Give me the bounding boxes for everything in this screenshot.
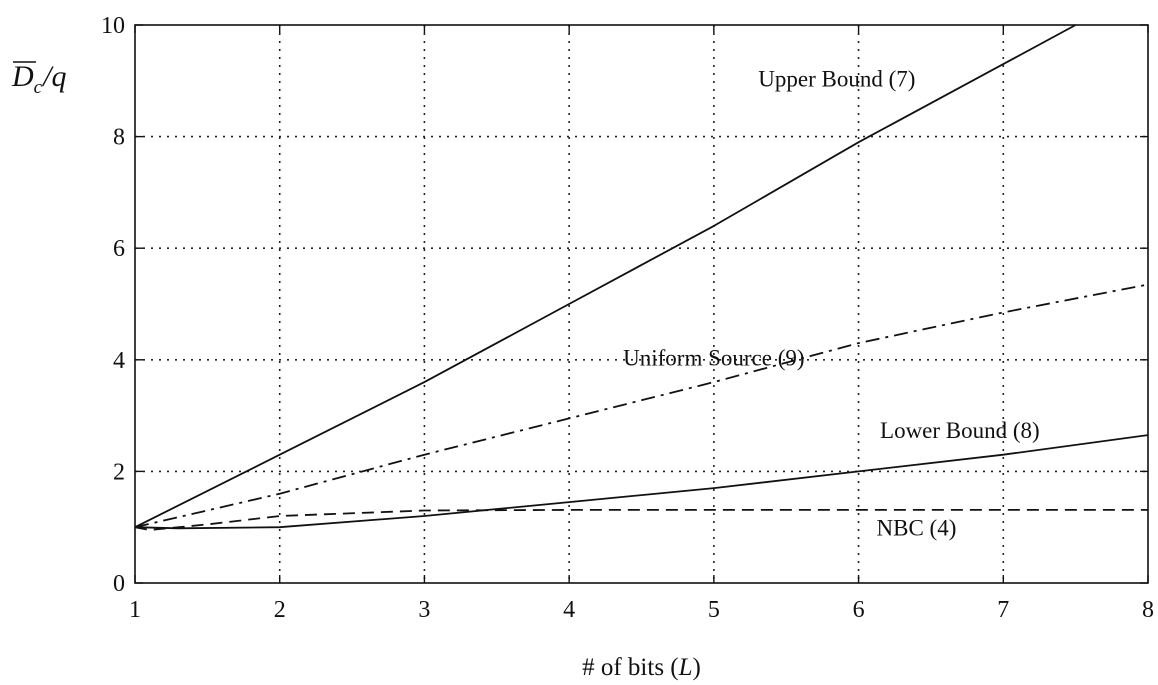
grid bbox=[135, 25, 1148, 583]
x-tick-label: 5 bbox=[708, 597, 720, 623]
x-tick-label: 4 bbox=[563, 597, 575, 623]
y-axis-label-text: Dc/q bbox=[11, 60, 66, 98]
annotations: Upper Bound (7) Uniform Source (9) Lower B… bbox=[623, 66, 1040, 540]
x-axis-label-variable: L bbox=[678, 654, 693, 681]
x-tick-labels: 1 2 3 4 5 6 7 8 bbox=[129, 597, 1154, 623]
series-annotation: Uniform Source (9) bbox=[623, 345, 804, 370]
series-lines bbox=[134, 24, 1149, 531]
y-axis-label-D: D bbox=[11, 60, 34, 93]
series-line-lower-bound-8 bbox=[134, 434, 1149, 530]
x-tick-label: 3 bbox=[418, 597, 430, 623]
y-tick-labels: 0 2 4 6 8 10 bbox=[101, 13, 125, 597]
y-axis-label-q: /q bbox=[41, 60, 66, 93]
y-tick-label: 10 bbox=[101, 13, 125, 39]
y-tick-label: 8 bbox=[113, 125, 125, 151]
series-line-upper-bound-7 bbox=[134, 24, 1077, 529]
x-tick-label: 8 bbox=[1142, 597, 1154, 623]
y-tick-label: 2 bbox=[113, 459, 125, 485]
y-tick-label: 4 bbox=[113, 348, 125, 374]
x-tick-label: 7 bbox=[997, 597, 1009, 623]
tick-marks bbox=[134, 24, 1149, 584]
y-axis-label: Dc/q bbox=[11, 60, 66, 98]
y-tick-label: 0 bbox=[113, 571, 125, 597]
series-line-uniform-source-9 bbox=[134, 283, 1149, 529]
x-tick-label: 6 bbox=[853, 597, 865, 623]
x-axis-label: # of bits (L) bbox=[582, 654, 701, 681]
x-axis-label-part: # of bits ( bbox=[582, 654, 679, 681]
series-annotation: NBC (4) bbox=[877, 516, 957, 541]
x-tick-label: 1 bbox=[129, 597, 141, 623]
y-tick-label: 6 bbox=[113, 236, 125, 262]
series-annotation: Lower Bound (8) bbox=[880, 418, 1040, 443]
x-tick-label: 2 bbox=[274, 597, 286, 623]
y-axis-label-subscript: c bbox=[34, 77, 43, 98]
series-annotation: Upper Bound (7) bbox=[758, 66, 915, 91]
x-axis-label-part: ) bbox=[693, 654, 701, 681]
plot-frame bbox=[134, 24, 1149, 584]
